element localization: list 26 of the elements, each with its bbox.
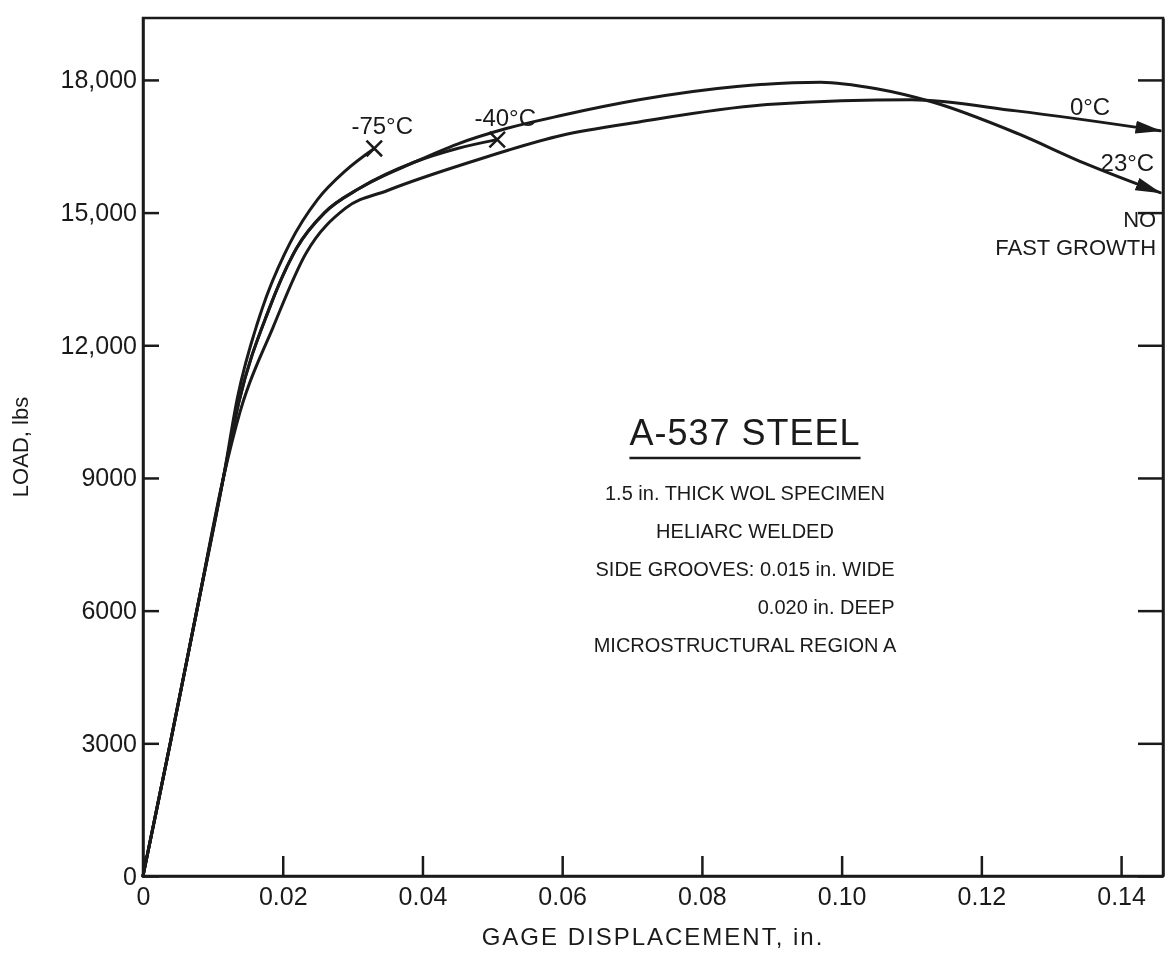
- x-tick-label: 0.04: [398, 881, 448, 910]
- y-tick-label: 12,000: [60, 330, 137, 359]
- y-axis-title: LOAD, lbs: [8, 396, 33, 498]
- text: A-537 STEEL: [629, 412, 861, 453]
- y-tick-label: 15,000: [60, 198, 137, 227]
- y-tick-label: 3000: [81, 728, 137, 757]
- series-label: -75°C: [351, 112, 414, 140]
- x-tick-label: 0.14: [1097, 881, 1146, 910]
- annotation: SIDE GROOVES: 0.015 in. WIDE: [595, 558, 895, 580]
- x-tick-label: 0.12: [957, 881, 1007, 910]
- series-label: 0°C: [1069, 92, 1111, 120]
- series-label: 23°C: [1100, 148, 1155, 176]
- annotation: 1.5 in. THICK WOL SPECIMEN: [604, 482, 886, 504]
- series-label: -40°C: [474, 103, 537, 131]
- y-tick-label: 0: [123, 861, 137, 890]
- y-tick-label: 6000: [81, 596, 137, 625]
- x-tick-label: 0.10: [817, 881, 867, 910]
- x-tick-label: 0.02: [258, 881, 308, 910]
- annotation: MICROSTRUCTURAL REGION A: [593, 634, 897, 656]
- y-tick-label: 18,000: [60, 65, 137, 94]
- x-axis-title: GAGE DISPLACEMENT, in.: [481, 923, 825, 950]
- x-tick-label: 0.08: [678, 881, 727, 910]
- x-tick-label: 0.06: [538, 881, 588, 910]
- y-tick-label: 9000: [81, 463, 137, 492]
- annotation: HELIARC WELDED: [656, 520, 834, 542]
- annotation: 0.020 in. DEEP: [757, 596, 895, 618]
